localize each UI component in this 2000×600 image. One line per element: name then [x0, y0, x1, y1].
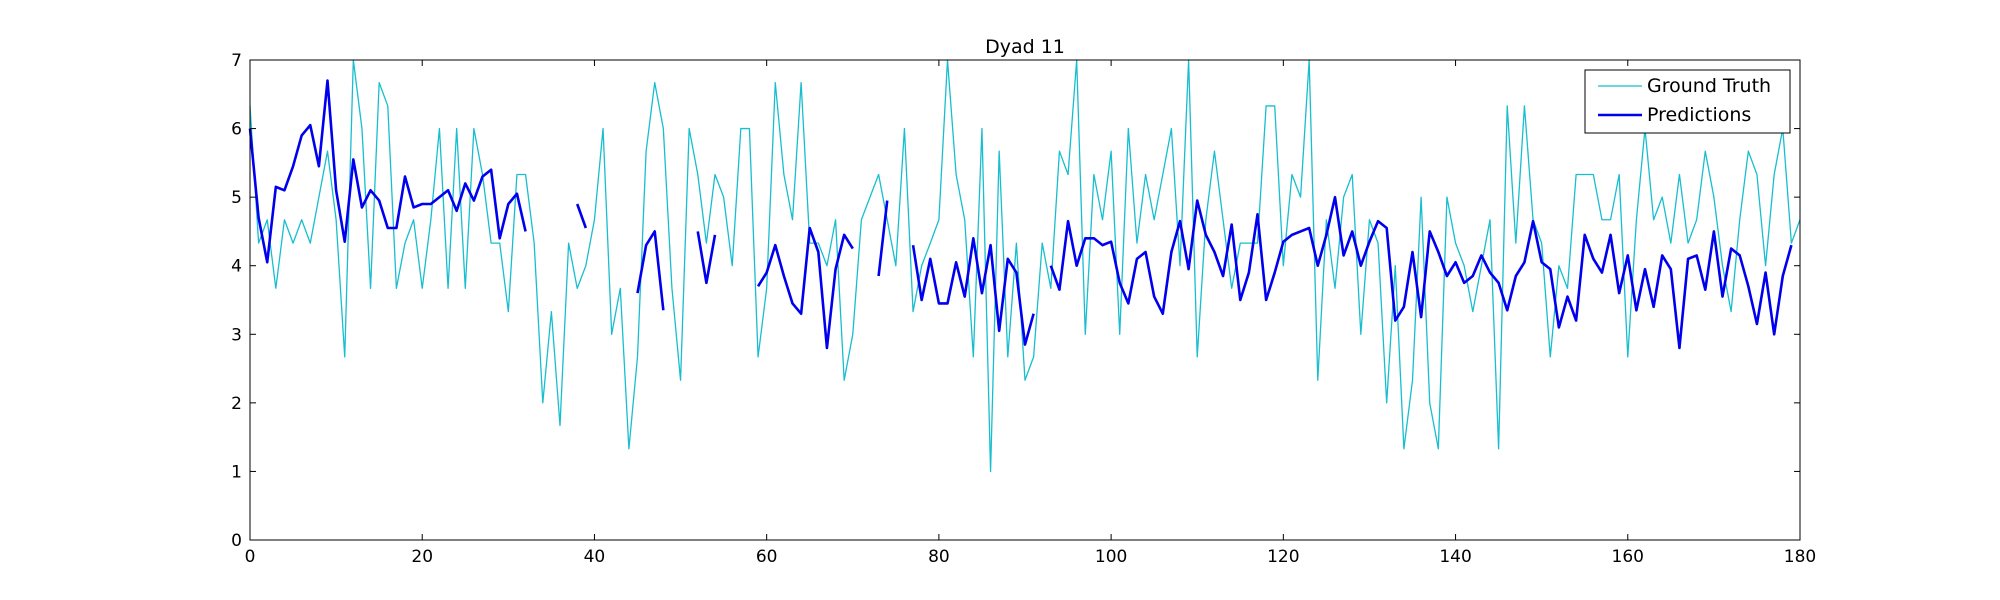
series-line-predictions	[248, 79, 1793, 350]
legend-label-ground-truth: Ground Truth	[1647, 75, 1771, 97]
y-tick-label: 6	[231, 120, 242, 140]
x-tick-label: 60	[756, 547, 778, 567]
x-tick-label: 0	[245, 547, 256, 567]
y-tick-label: 2	[231, 394, 242, 414]
chart-title: Dyad 11	[985, 36, 1065, 58]
legend-box	[1584, 69, 1791, 134]
x-tick-label: 120	[1267, 547, 1299, 567]
y-tick-label: 0	[231, 531, 242, 551]
y-tick-label: 4	[231, 257, 242, 277]
series-layer	[248, 59, 1801, 473]
x-tick-label: 180	[1784, 547, 1816, 567]
series-line-ground-truth	[249, 59, 1801, 473]
legend: Ground Truth Predictions	[1584, 69, 1791, 134]
y-tick-label: 1	[231, 462, 242, 482]
x-tick-label: 160	[1612, 547, 1644, 567]
x-tick-label: 40	[584, 547, 606, 567]
x-tick-label: 20	[411, 547, 433, 567]
x-tick-label: 80	[928, 547, 950, 567]
y-tick-label: 7	[231, 51, 242, 71]
y-tick-label: 5	[231, 188, 242, 208]
x-tick-label: 140	[1439, 547, 1471, 567]
y-tick-label: 3	[231, 325, 242, 345]
ticks-layer: 0 20 40 60 80 100 120 140 160 180 0 1 2 3 4 5 6 7	[231, 51, 1816, 567]
plot-frame	[249, 59, 1801, 541]
x-tick-label: 100	[1095, 547, 1127, 567]
legend-label-predictions: Predictions	[1647, 104, 1751, 126]
